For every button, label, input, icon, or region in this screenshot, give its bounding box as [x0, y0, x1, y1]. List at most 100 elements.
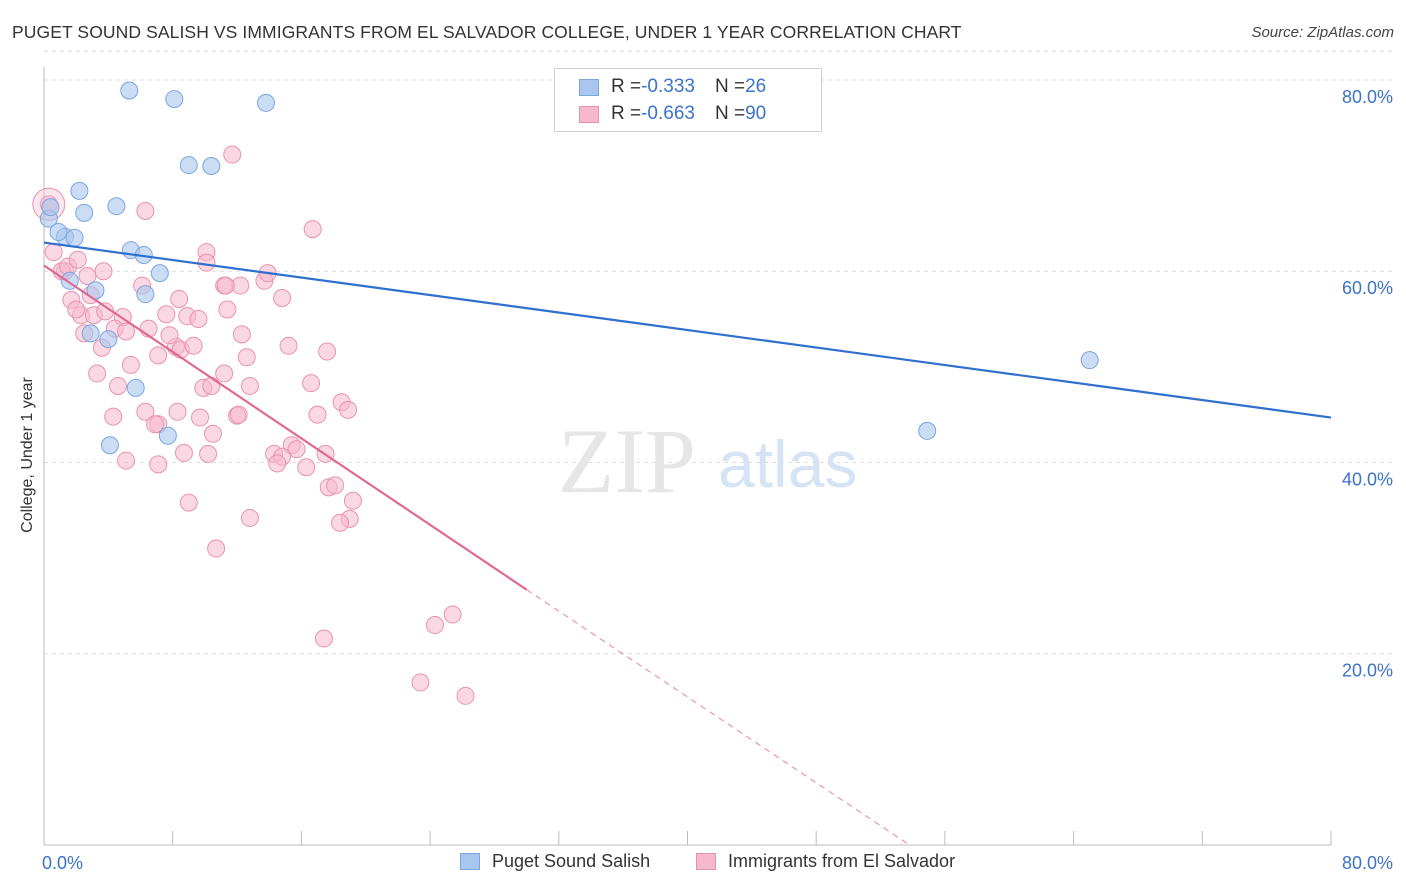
watermark-zip: ZIP	[558, 410, 696, 512]
data-point-puget-sound-salish	[49, 223, 68, 242]
data-point-immigrants-el-salvador	[237, 348, 256, 367]
data-point-immigrants-el-salvador	[104, 407, 123, 426]
data-point-immigrants-el-salvador	[411, 673, 430, 692]
data-point-puget-sound-salish	[75, 203, 94, 222]
series-immigrants-el-salvador-points	[32, 145, 475, 705]
data-point-immigrants-el-salvador	[160, 326, 179, 345]
data-point-immigrants-el-salvador	[331, 513, 350, 532]
bottom-legend: Puget Sound Salish Immigrants from El Sa…	[0, 851, 1406, 877]
watermark-atlas: atlas	[718, 427, 857, 501]
data-point-immigrants-el-salvador	[297, 458, 316, 477]
trend-line-puget-sound-salish	[43, 241, 1332, 419]
data-point-immigrants-el-salvador	[229, 405, 248, 424]
data-point-immigrants-el-salvador	[168, 402, 187, 421]
data-point-puget-sound-salish	[41, 198, 60, 217]
data-point-puget-sound-salish	[158, 426, 177, 445]
data-point-puget-sound-salish	[65, 228, 84, 247]
data-point-immigrants-el-salvador	[223, 145, 242, 164]
tick-labels: 20.0% 40.0% 60.0% 80.0% 0.0% 80.0%	[42, 87, 1393, 873]
data-point-puget-sound-salish	[150, 264, 169, 283]
bottom-legend-swatch-pink	[696, 853, 716, 870]
data-point-immigrants-el-salvador	[67, 300, 86, 319]
legend-n-label: N =	[714, 76, 746, 97]
bottom-legend-swatch-blue	[460, 853, 480, 870]
data-point-immigrants-el-salvador	[318, 342, 337, 361]
data-point-immigrants-el-salvador	[240, 508, 259, 527]
bottom-legend-label: Puget Sound Salish	[492, 851, 651, 871]
data-point-immigrants-el-salvador	[218, 300, 237, 319]
data-point-immigrants-el-salvador	[268, 454, 287, 473]
data-point-immigrants-el-salvador	[184, 336, 203, 355]
data-point-immigrants-el-salvador	[149, 455, 168, 474]
data-point-puget-sound-salish	[179, 156, 198, 175]
data-point-puget-sound-salish	[107, 197, 126, 216]
x-tick-label-max: 80.0%	[1342, 853, 1393, 873]
data-point-immigrants-el-salvador	[88, 364, 107, 383]
data-point-immigrants-el-salvador	[203, 424, 222, 443]
chart-title: PUGET SOUND SALISH VS IMMIGRANTS FROM EL…	[12, 22, 962, 42]
data-point-immigrants-el-salvador	[314, 629, 333, 648]
data-point-puget-sound-salish	[120, 81, 139, 100]
legend-box: R = -0.333 N = 26 R = -0.663 N = 90	[554, 68, 822, 132]
legend-swatch-blue	[579, 78, 599, 96]
y-tick-label: 40.0%	[1342, 469, 1393, 489]
source-label: Source: ZipAtlas.com	[1251, 24, 1394, 41]
data-point-puget-sound-salish	[165, 90, 184, 109]
data-point-immigrants-el-salvador	[240, 376, 259, 395]
data-point-immigrants-el-salvador	[149, 346, 168, 365]
x-tick-label-min: 0.0%	[42, 853, 83, 873]
trend-line-immigrants-el-salvador-extrapolated	[526, 589, 910, 846]
data-point-puget-sound-salish	[81, 324, 100, 343]
axes	[43, 67, 1332, 846]
data-point-immigrants-el-salvador	[121, 355, 140, 374]
data-point-immigrants-el-salvador	[216, 276, 235, 295]
data-point-immigrants-el-salvador	[303, 220, 322, 239]
y-tick-label: 20.0%	[1342, 661, 1393, 681]
legend-n-value: 26	[745, 76, 767, 97]
data-point-immigrants-el-salvador	[146, 415, 165, 434]
data-point-immigrants-el-salvador	[443, 605, 462, 624]
bottom-legend-immigrants-el-salvador[interactable]: Immigrants from El Salvador	[696, 851, 955, 872]
data-point-immigrants-el-salvador	[136, 402, 155, 421]
data-point-immigrants-el-salvador	[197, 253, 216, 272]
bottom-legend-label: Immigrants from El Salvador	[728, 851, 956, 871]
data-point-immigrants-el-salvador	[308, 405, 327, 424]
data-point-immigrants-el-salvador	[191, 408, 210, 427]
data-point-puget-sound-salish	[202, 157, 221, 176]
data-point-immigrants-el-salvador	[202, 376, 221, 395]
data-point-immigrants-el-salvador	[189, 310, 208, 329]
data-point-immigrants-el-salvador	[136, 201, 155, 220]
legend-r-value: -0.663	[641, 103, 695, 124]
trend-lines	[43, 241, 1332, 846]
data-point-immigrants-el-salvador	[170, 289, 189, 308]
data-point-puget-sound-salish	[257, 93, 276, 112]
legend-row-immigrants-el-salvador: R = -0.663 N = 90	[579, 101, 766, 127]
data-point-immigrants-el-salvador	[117, 451, 136, 470]
legend-r-value: -0.333	[641, 76, 695, 97]
legend-n-label: N =	[714, 103, 746, 124]
data-point-immigrants-el-salvador	[456, 686, 475, 705]
bottom-legend-puget-sound-salish[interactable]: Puget Sound Salish	[460, 851, 650, 872]
data-point-immigrants-el-salvador	[273, 288, 292, 307]
data-point-immigrants-el-salvador	[117, 322, 136, 341]
data-point-immigrants-el-salvador	[326, 476, 345, 495]
data-point-immigrants-el-salvador	[94, 262, 113, 281]
data-point-immigrants-el-salvador	[44, 243, 63, 262]
legend-n-value: 90	[745, 103, 767, 124]
data-point-immigrants-el-salvador	[287, 440, 306, 459]
data-point-immigrants-el-salvador	[68, 250, 87, 269]
series-puget-sound-salish-points	[39, 81, 1099, 455]
watermark: ZIP atlas	[558, 410, 857, 512]
data-point-immigrants-el-salvador	[302, 374, 321, 393]
data-point-immigrants-el-salvador	[425, 616, 444, 635]
data-point-immigrants-el-salvador	[157, 305, 176, 324]
data-point-puget-sound-salish	[918, 421, 937, 440]
y-tick-label: 80.0%	[1342, 87, 1393, 107]
trend-line-immigrants-el-salvador	[43, 264, 528, 591]
data-point-immigrants-el-salvador	[109, 376, 128, 395]
legend-swatch-pink	[579, 105, 599, 123]
data-point-immigrants-el-salvador	[343, 491, 362, 510]
data-point-immigrants-el-salvador	[279, 336, 298, 355]
legend-r-label: R =	[611, 103, 642, 124]
